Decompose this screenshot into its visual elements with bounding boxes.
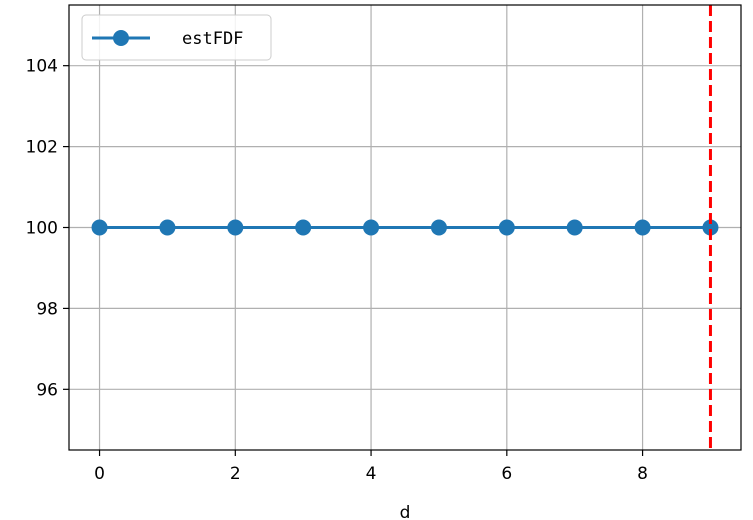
plot-area xyxy=(91,5,719,450)
data-point xyxy=(566,219,583,236)
y-tick-label: 102 xyxy=(26,138,58,158)
data-point xyxy=(634,219,651,236)
legend: estFDF xyxy=(81,14,272,61)
x-tick-label: 8 xyxy=(637,464,648,484)
data-point xyxy=(430,219,447,236)
data-point xyxy=(363,219,380,236)
data-point xyxy=(227,219,244,236)
x-axis: 0 2 4 6 8 xyxy=(94,450,648,484)
legend-marker xyxy=(113,30,129,46)
y-tick-label: 96 xyxy=(36,380,58,400)
legend-label: estFDF xyxy=(182,29,243,49)
data-point xyxy=(295,219,312,236)
legend-box xyxy=(81,14,272,61)
data-point xyxy=(91,219,108,236)
x-tick-label: 0 xyxy=(94,464,105,484)
data-point xyxy=(702,219,719,236)
y-tick-label: 100 xyxy=(26,219,58,239)
data-point xyxy=(159,219,176,236)
y-tick-label: 98 xyxy=(36,299,58,319)
y-axis: 96 98 100 102 104 xyxy=(26,57,69,400)
y-tick-label: 104 xyxy=(26,57,58,77)
x-tick-label: 6 xyxy=(501,464,512,484)
x-axis-label: d xyxy=(400,503,411,520)
x-tick-label: 4 xyxy=(366,464,377,484)
x-tick-label: 2 xyxy=(230,464,241,484)
data-point xyxy=(498,219,515,236)
